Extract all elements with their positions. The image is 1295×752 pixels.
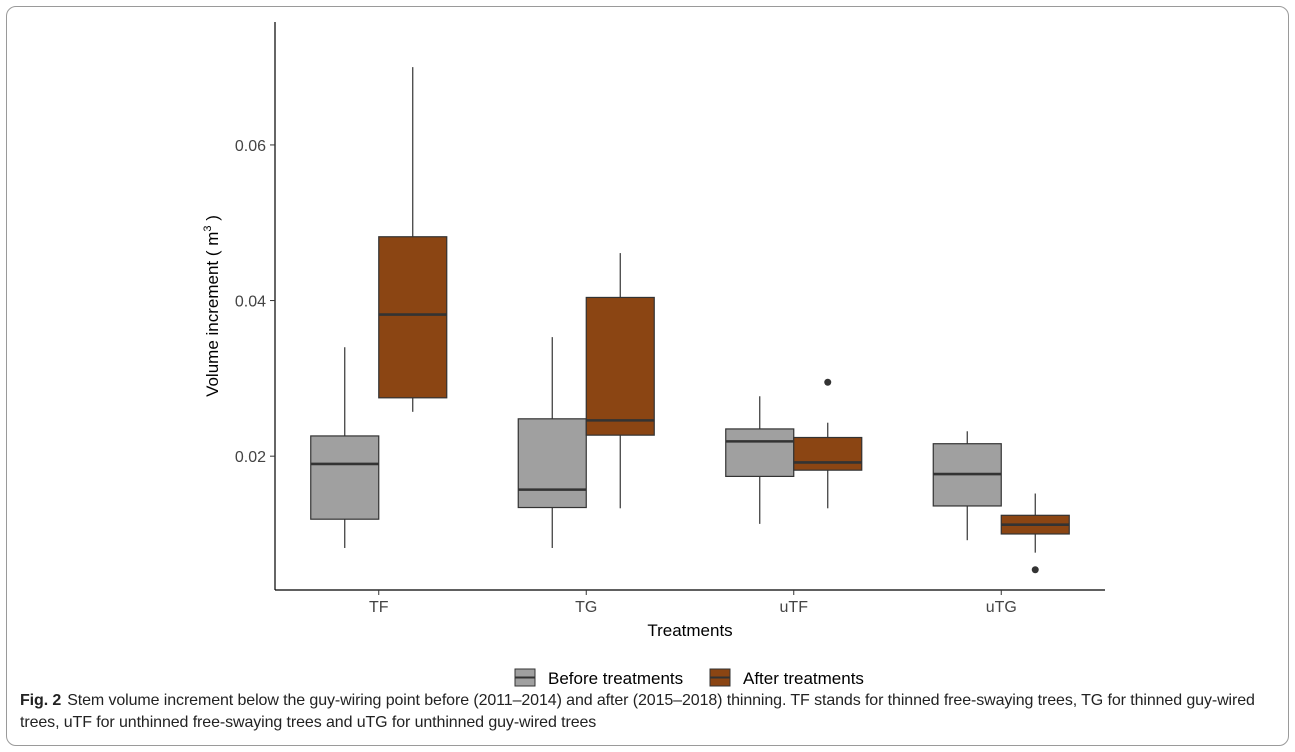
x-tick-label: TF — [369, 599, 389, 616]
box-after — [378, 236, 448, 399]
x-tick-label: uTG — [986, 599, 1017, 616]
boxplot-chart: 0.02 0.04 0.06 TF TG uTF uTG Treatments Volum… — [202, 22, 1105, 688]
box-before — [725, 428, 795, 477]
figure-caption: Fig. 2 Stem volume increment below the gu… — [20, 690, 1275, 734]
y-ticks: 0.02 0.04 0.06 — [235, 138, 275, 466]
y-axis-title-superscript: 3 — [202, 225, 214, 231]
x-axis-title: Treatments — [647, 621, 732, 640]
y-axis-title: Volume increment ( m3 ) — [202, 215, 222, 397]
legend-label-after: After treatments — [743, 669, 864, 688]
caption-text: Stem volume increment below the guy-wiri… — [20, 692, 1255, 731]
box-after — [585, 296, 655, 436]
x-ticks: TF TG uTF uTG — [369, 590, 1017, 616]
x-tick-label: uTF — [780, 599, 809, 616]
boxes — [310, 67, 1070, 574]
legend: Before treatments After treatments — [514, 668, 864, 688]
y-axis-title-main: Volume increment ( m — [203, 232, 222, 397]
y-tick-label: 0.06 — [235, 138, 266, 155]
y-tick-label: 0.02 — [235, 449, 266, 466]
outlier-point — [824, 378, 832, 386]
outlier-point — [1031, 566, 1039, 574]
y-tick-label: 0.04 — [235, 294, 266, 311]
box-after — [793, 436, 863, 471]
caption-label: Fig. 2 — [20, 692, 62, 709]
box-before — [517, 418, 587, 509]
y-axis-title-close: ) — [203, 215, 222, 225]
x-tick-label: TG — [575, 599, 597, 616]
legend-label-before: Before treatments — [548, 669, 683, 688]
box-before — [310, 435, 380, 520]
